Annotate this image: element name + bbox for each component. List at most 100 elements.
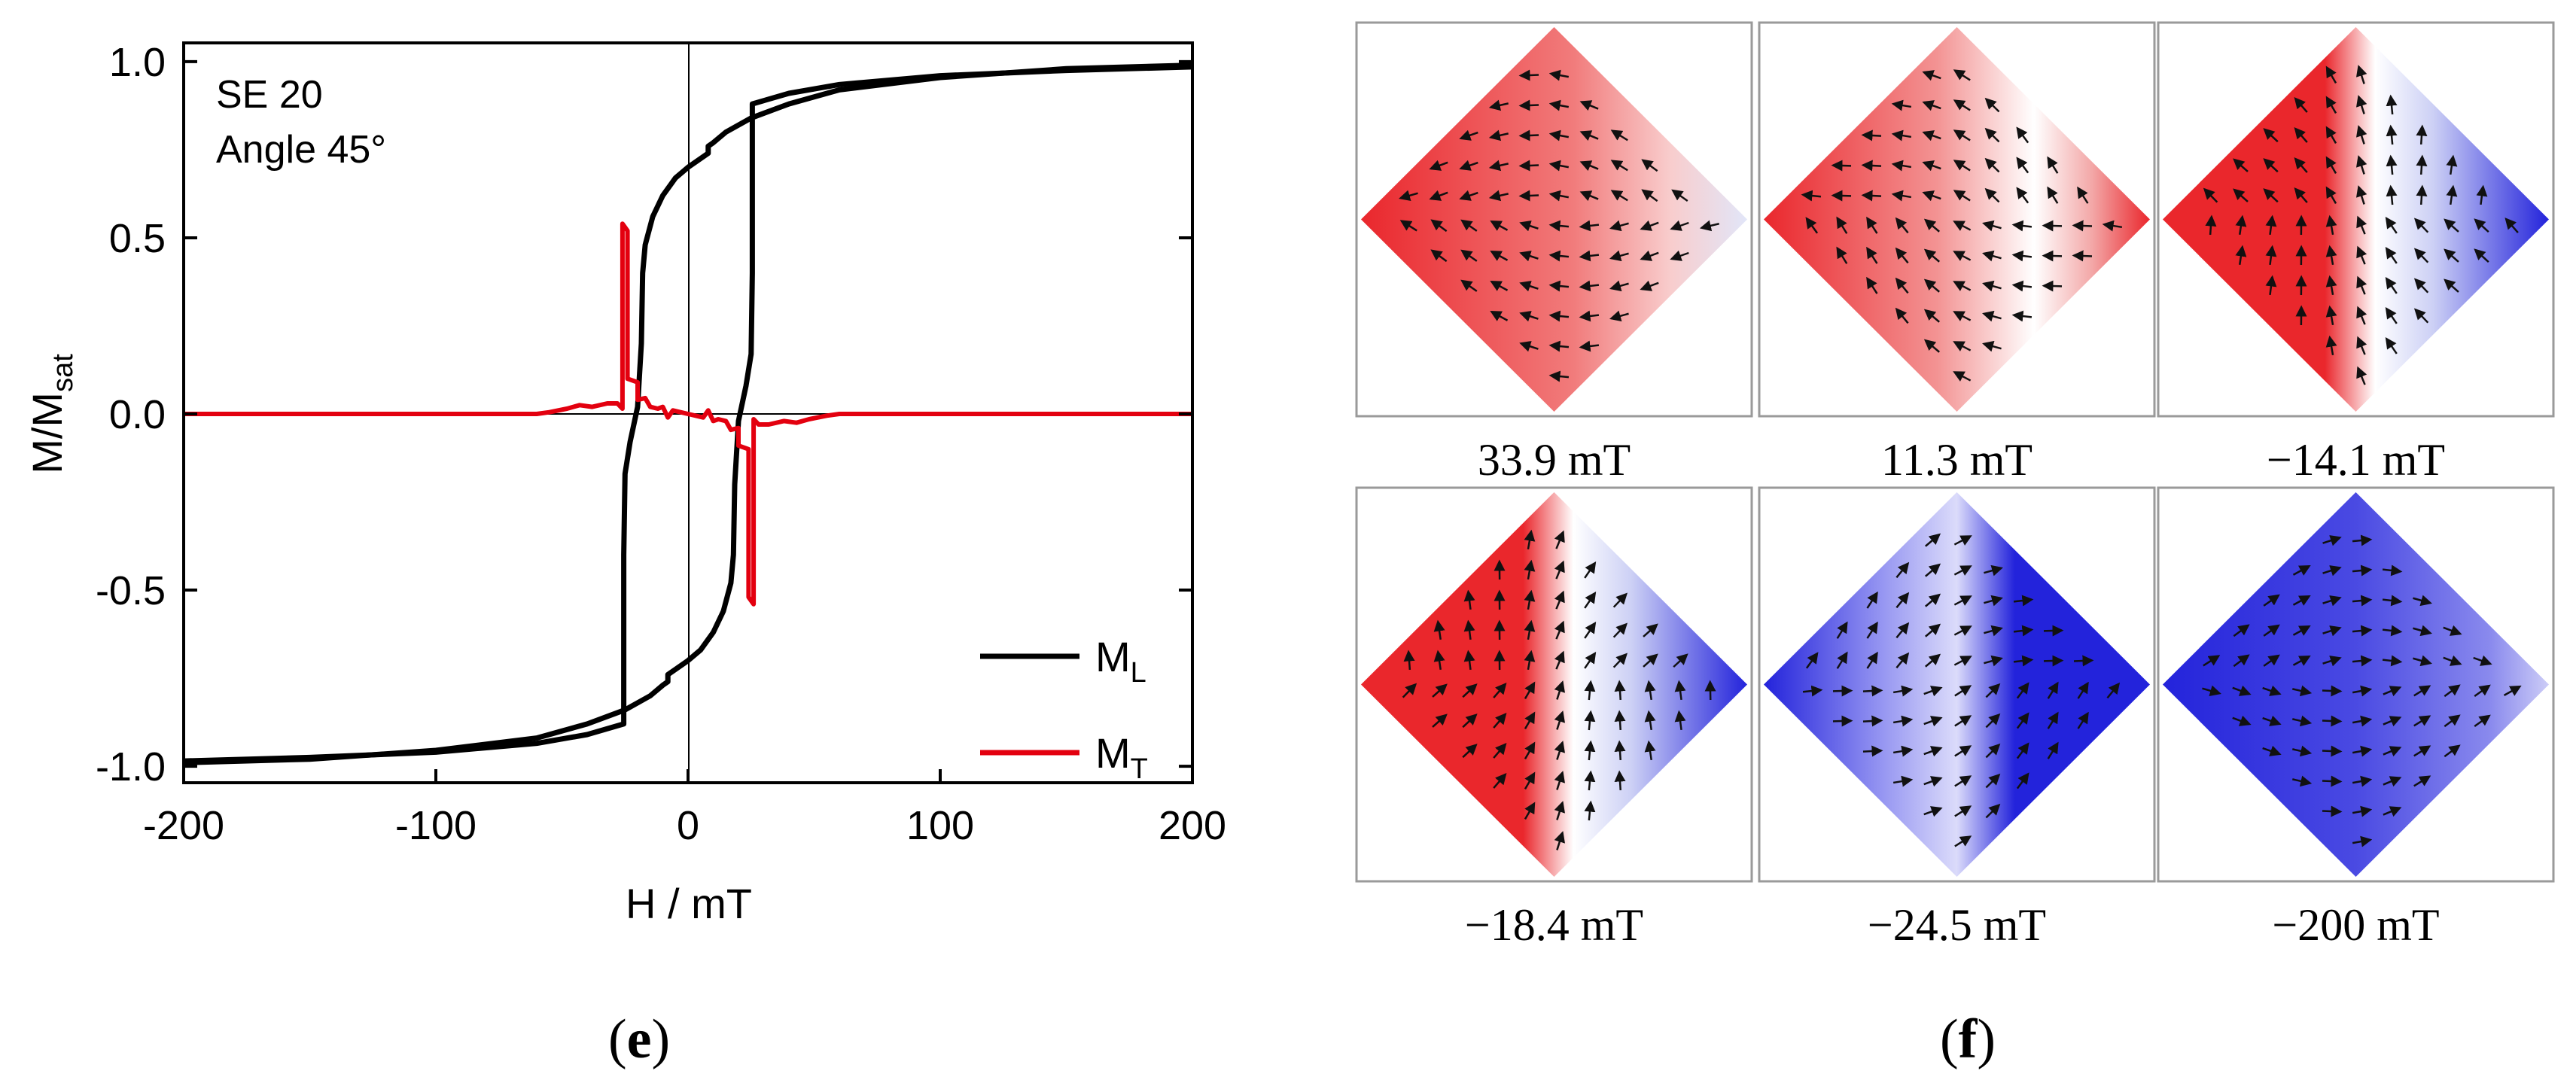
spin-arrow	[1462, 683, 1478, 698]
spin-arrow	[1548, 340, 1570, 352]
spin-arrow	[2352, 625, 2373, 637]
spin-arrow	[2016, 187, 2029, 204]
spin-arrow	[1524, 619, 1536, 640]
spin-arrow	[1433, 619, 1445, 640]
spin-arrow	[1954, 805, 1972, 817]
spin-arrow	[1430, 249, 1448, 263]
spin-arrow	[2077, 186, 2089, 204]
x-axis-label: H / mT	[626, 880, 752, 927]
spin-arrow	[2292, 565, 2311, 576]
spin-arrow	[2292, 775, 2313, 787]
spin-arrow	[1612, 592, 1628, 608]
magnetization-tile: 11.3 mT	[1758, 21, 2156, 485]
spin-arrow	[1640, 280, 1659, 291]
spin-arrow	[1895, 622, 1910, 639]
spin-arrow	[1519, 251, 1539, 262]
spin-arrow	[1584, 652, 1597, 669]
spin-arrow	[1984, 564, 2003, 577]
spin-arrow	[2352, 685, 2373, 697]
legend-label-ml-sub: L	[1131, 657, 1146, 689]
spin-arrow	[1462, 713, 1478, 729]
spin-arrow	[1643, 653, 1658, 668]
tile-field-label: 33.9 mT	[1478, 435, 1631, 485]
spin-arrow	[1518, 99, 1539, 111]
spin-arrow	[2356, 185, 2367, 205]
spin-arrow	[2262, 715, 2282, 726]
tile-field-label: −24.5 mT	[1868, 900, 2046, 950]
spin-arrow	[2413, 655, 2432, 667]
spin-arrow	[1612, 622, 1628, 638]
spin-arrow	[1925, 593, 1941, 607]
spin-arrow	[1923, 716, 1943, 727]
panel-label-e-letter: e	[627, 1009, 652, 1070]
spin-arrow	[2352, 564, 2373, 577]
spin-arrow	[1584, 622, 1597, 639]
spin-arrow	[2444, 248, 2459, 263]
spin-arrow	[1836, 216, 1848, 234]
spin-arrow	[2013, 655, 2034, 667]
spin-arrow	[1548, 220, 1570, 232]
spin-arrow	[1922, 70, 1941, 81]
spin-arrow	[2235, 214, 2247, 236]
spin-arrow	[1984, 595, 2003, 607]
spin-arrow	[1643, 623, 1658, 637]
spin-arrow	[2322, 595, 2342, 607]
legend: ML MT	[980, 633, 1148, 785]
spin-arrow	[1922, 160, 1941, 172]
spin-arrow	[2356, 215, 2367, 235]
spin-arrow	[1459, 129, 1478, 141]
spin-arrow	[2106, 682, 2121, 699]
spin-arrow	[2356, 125, 2367, 145]
spin-arrow	[1579, 250, 1600, 262]
spin-arrow	[2294, 97, 2308, 113]
spin-arrow	[1982, 280, 2002, 292]
spin-arrow	[2047, 711, 2059, 729]
spin-arrow	[1866, 246, 1878, 264]
spin-arrow	[2263, 594, 2280, 607]
spin-arrow	[1429, 160, 1448, 171]
spin-arrow	[1612, 653, 1628, 668]
spin-arrow	[1463, 619, 1475, 640]
spin-arrow	[1460, 219, 1478, 232]
spin-arrow	[1895, 592, 1910, 609]
spin-arrow	[1403, 650, 1415, 671]
spin-arrow	[1554, 650, 1565, 670]
spin-arrow	[2352, 805, 2373, 817]
spin-arrow	[2232, 685, 2252, 696]
spin-arrow	[1548, 370, 1570, 382]
diamond-element	[2163, 27, 2549, 412]
spin-arrow	[1704, 680, 1716, 701]
spin-arrow	[2474, 218, 2489, 233]
spin-arrow	[1548, 160, 1570, 172]
spin-arrow	[2413, 775, 2431, 787]
spin-arrow	[1548, 69, 1570, 81]
spin-arrow	[1673, 653, 1688, 668]
spin-arrow	[1554, 680, 1565, 700]
spin-arrow	[1554, 560, 1565, 580]
panel-label-e: (e)	[608, 1009, 670, 1070]
spin-arrow	[1640, 250, 1659, 261]
spin-arrow	[1579, 160, 1599, 172]
spin-arrow	[1548, 280, 1570, 292]
y-tick-label: 1.0	[109, 40, 166, 85]
spin-arrow	[2263, 654, 2280, 667]
magnetization-tile: −18.4 mT	[1355, 486, 1753, 950]
spin-arrow	[1954, 835, 1972, 847]
spin-arrow	[1610, 190, 1628, 202]
spin-arrow	[2413, 745, 2431, 757]
spin-arrow	[2444, 278, 2459, 293]
spin-arrow	[1985, 803, 2001, 819]
spin-arrow	[2444, 744, 2461, 758]
spin-arrow	[1579, 190, 1599, 202]
spin-arrow	[1866, 621, 1878, 639]
spin-arrow	[1953, 251, 1972, 261]
spin-arrow	[1891, 160, 1912, 172]
spin-arrow	[2202, 685, 2221, 697]
x-tick-label: 100	[906, 803, 974, 848]
spin-arrow	[2385, 277, 2398, 294]
spin-arrow	[2413, 218, 2429, 233]
series-line-1	[183, 64, 1193, 765]
spin-arrow	[1554, 620, 1565, 640]
spin-arrow	[1923, 278, 1940, 293]
spin-arrow	[2386, 184, 2398, 205]
